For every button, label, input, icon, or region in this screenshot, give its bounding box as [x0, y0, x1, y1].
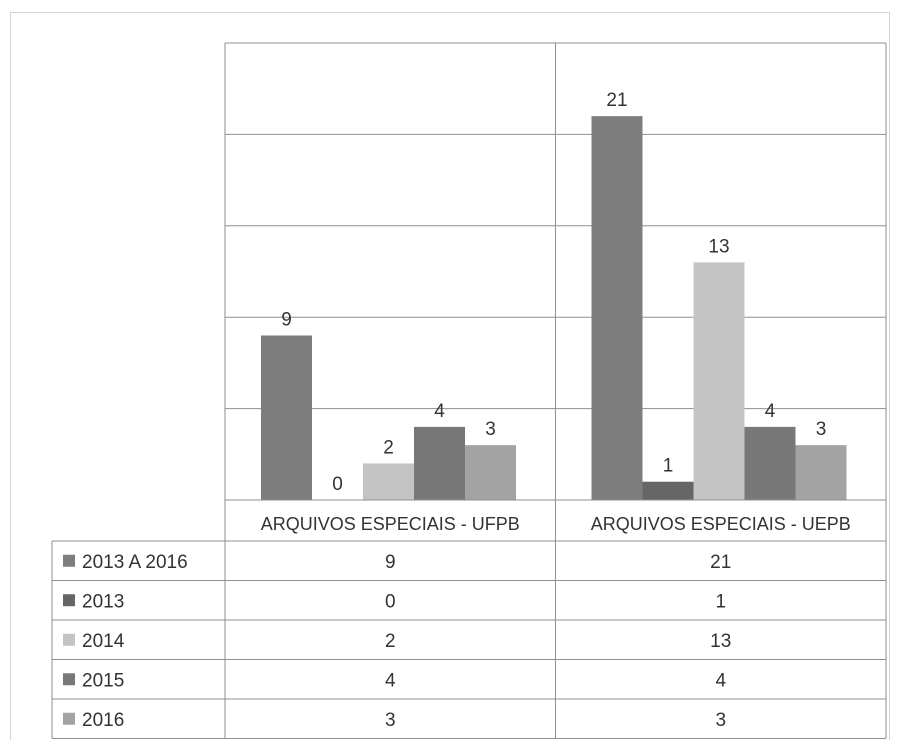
data-label: 4: [765, 401, 776, 422]
category-label: ARQUIVOS ESPECIAIS - UFPB: [261, 514, 520, 534]
legend-label: 2013 A 2016: [82, 552, 188, 573]
bar: [744, 426, 796, 500]
table-cell-value: 9: [385, 552, 396, 573]
bar: [414, 426, 465, 500]
legend-swatch: [63, 673, 75, 686]
data-label: 1: [663, 456, 674, 477]
table-cell-value: 3: [385, 710, 396, 731]
legend-swatch: [63, 633, 75, 646]
data-label: 2: [383, 437, 394, 458]
legend-swatch: [63, 712, 75, 725]
table-cell-value: 4: [385, 670, 396, 691]
bar: [591, 116, 643, 501]
data-label: 13: [708, 236, 729, 257]
legend-label: 2016: [82, 710, 124, 731]
bar: [363, 463, 414, 500]
data-label: 4: [434, 401, 445, 422]
legend-swatch: [63, 554, 75, 567]
data-label: 21: [606, 90, 627, 111]
legend-swatch: [63, 594, 75, 607]
data-label: 9: [281, 309, 292, 330]
table-cell-value: 13: [710, 631, 731, 652]
bar: [795, 445, 847, 500]
table-cell-value: 0: [385, 591, 396, 612]
data-label: 3: [485, 419, 496, 440]
legend-label: 2015: [82, 670, 124, 691]
table-cell-value: 1: [715, 591, 726, 612]
legend-label: 2014: [82, 631, 125, 652]
table-cell-value: 2: [385, 631, 396, 652]
table-cell-value: 4: [715, 670, 726, 691]
bar: [261, 335, 312, 500]
bar: [465, 445, 516, 500]
table-cell-value: 21: [710, 552, 731, 573]
legend-label: 2013: [82, 591, 124, 612]
category-label: ARQUIVOS ESPECIAIS - UEPB: [591, 514, 851, 534]
chart-frame: [10, 12, 890, 740]
table-cell-value: 3: [715, 710, 726, 731]
data-label: 3: [816, 419, 827, 440]
data-label: 0: [332, 474, 343, 495]
bar: [693, 262, 745, 500]
bar: [642, 481, 694, 500]
